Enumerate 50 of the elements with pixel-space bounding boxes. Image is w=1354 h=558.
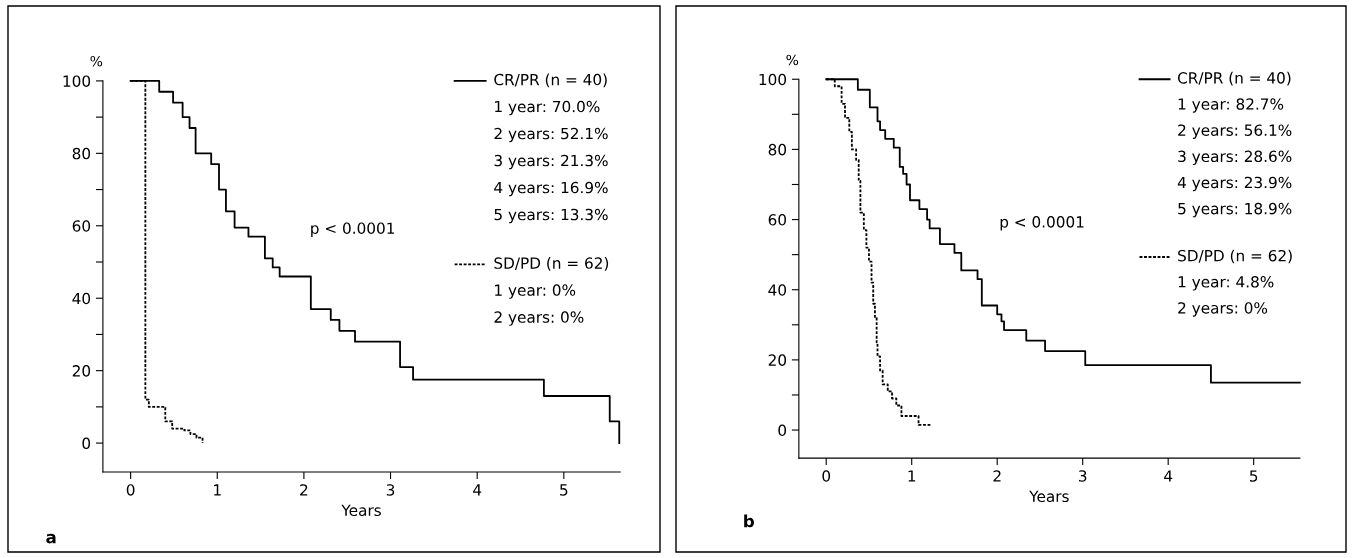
annotation: 1 year: 82.7% (1178, 98, 1284, 113)
x-tick-label: 5 (560, 484, 568, 496)
annotation: 1 year: 4.8% (1178, 276, 1274, 291)
x-tick-label: 0 (822, 470, 831, 482)
annotation: 4 years: 23.9% (1177, 176, 1292, 192)
legend-label: CR/PR (n = 40) (494, 73, 607, 88)
annotation: 2 years: 0% (494, 311, 584, 326)
x-axis-title: Years (1029, 490, 1069, 503)
x-tick-label: 4 (473, 484, 482, 496)
y-tick-label: 0 (778, 424, 787, 437)
x-tick-label: 2 (300, 484, 308, 496)
x-tick-label: 3 (1079, 470, 1087, 482)
x-tick-label: 3 (386, 484, 395, 496)
y-tick-label: 0 (82, 437, 91, 450)
x-tick-label: 2 (993, 470, 1001, 482)
annotation: p < 0.0001 (1000, 216, 1084, 231)
annotation: p < 0.0001 (311, 222, 395, 237)
x-tick-label: 1 (214, 484, 221, 496)
annotation: 3 years: 21.3% (494, 154, 608, 170)
y-tick-label: 100 (759, 73, 787, 86)
x-axis-title: Years (341, 504, 381, 517)
x-tick-label: 5 (1249, 470, 1258, 482)
legend-label: CR/PR (n = 40) (1177, 71, 1291, 86)
annotation: 4 years: 16.9% (494, 181, 608, 197)
x-tick-label: 4 (1164, 470, 1173, 482)
legend-label: SD/PD (n = 62) (494, 257, 609, 271)
text: a (46, 533, 56, 544)
annotation: 2 years: 52.1% (494, 127, 608, 143)
text: b (744, 514, 754, 528)
x-tick-label: 0 (126, 484, 135, 496)
y-axis-title: % (90, 55, 103, 67)
annotation: 1 year: 70.0% (495, 100, 600, 116)
annotation: 1 year: 0% (495, 284, 576, 299)
annotation: 2 years: 56.1% (1178, 124, 1292, 139)
annotation: 5 years: 18.9% (1178, 202, 1292, 218)
annotation: 3 years: 28.6% (1178, 150, 1292, 166)
y-tick-label: 40 (72, 292, 91, 305)
x-tick-label: 1 (908, 470, 916, 482)
y-tick-label: 20 (72, 365, 91, 377)
annotation: 2 years: 0% (1178, 302, 1268, 317)
y-tick-label: 40 (768, 284, 787, 296)
y-axis-title: % (786, 54, 799, 66)
annotation: 5 years: 13.3% (494, 208, 608, 224)
y-tick-label: 60 (768, 214, 787, 226)
y-tick-label: 80 (768, 143, 787, 156)
y-tick-label: 20 (768, 354, 787, 366)
y-tick-label: 80 (72, 147, 91, 160)
y-tick-label: 60 (72, 220, 91, 232)
y-tick-label: 100 (63, 75, 91, 87)
legend-label: SD/PD (n = 62) (1178, 249, 1292, 264)
